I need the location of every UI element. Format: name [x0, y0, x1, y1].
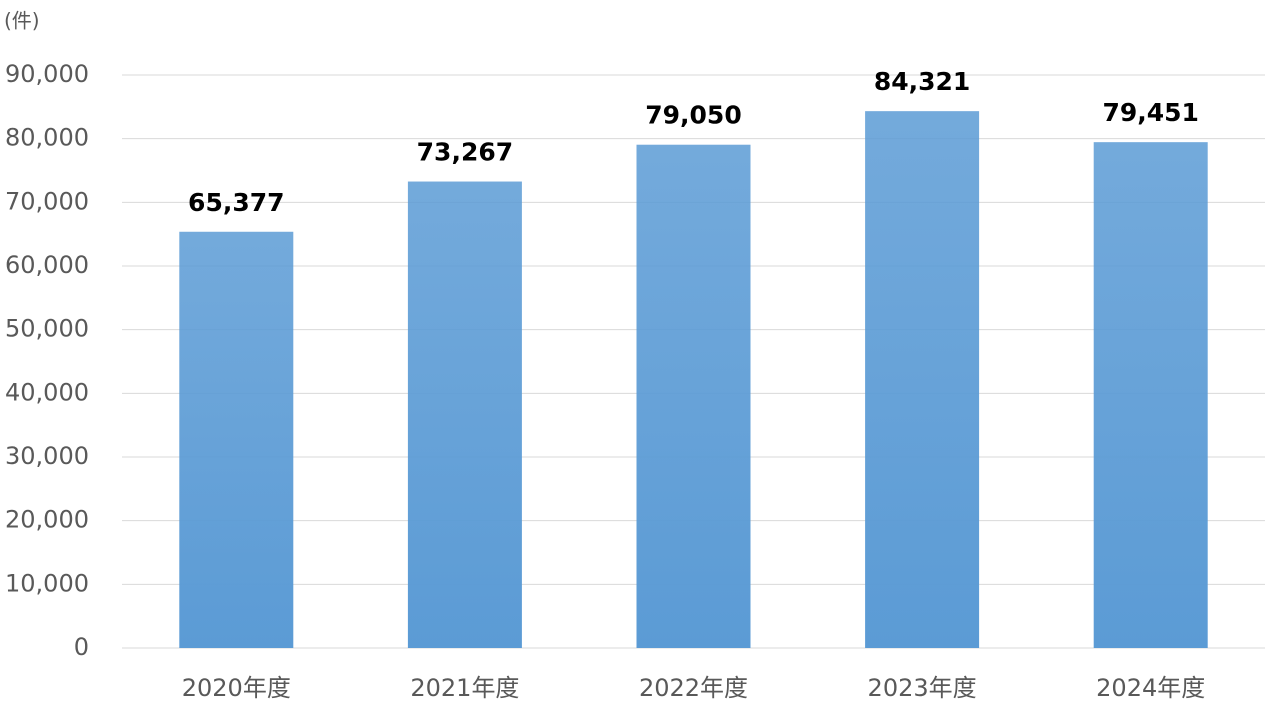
bar — [407, 181, 522, 648]
y-tick-label: 70,000 — [5, 187, 89, 215]
value-label: 65,377 — [188, 188, 284, 217]
x-tick-label: 2023年度 — [868, 674, 977, 702]
value-label: 84,321 — [874, 67, 970, 96]
unit-label: (件) — [4, 9, 40, 33]
y-tick-label: 30,000 — [5, 442, 89, 470]
y-tick-label: 40,000 — [5, 378, 89, 406]
bar — [636, 144, 751, 648]
value-label: 79,451 — [1102, 98, 1198, 127]
value-label: 73,267 — [417, 138, 513, 167]
bar — [179, 231, 294, 649]
y-tick-label: 60,000 — [5, 251, 89, 279]
x-tick-label: 2024年度 — [1096, 674, 1205, 702]
x-tick-label: 2020年度 — [182, 674, 291, 702]
bar — [865, 111, 980, 648]
y-tick-label: 10,000 — [5, 569, 89, 597]
x-tick-label: 2021年度 — [410, 674, 519, 702]
x-tick-label: 2022年度 — [639, 674, 748, 702]
y-tick-label: 90,000 — [5, 60, 89, 88]
y-tick-label: 80,000 — [5, 124, 89, 152]
bar — [1093, 142, 1208, 648]
y-tick-label: 20,000 — [5, 506, 89, 534]
y-tick-label: 50,000 — [5, 315, 89, 343]
value-label: 79,050 — [645, 101, 741, 130]
y-tick-label: 0 — [74, 633, 89, 661]
